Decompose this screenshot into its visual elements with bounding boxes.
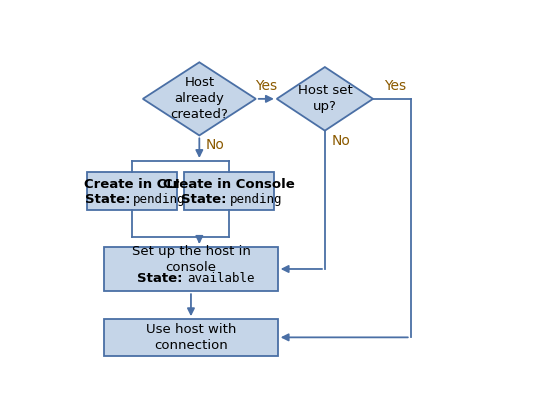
Text: pending: pending	[133, 192, 186, 206]
Text: No: No	[206, 138, 225, 152]
Text: Host set
up?: Host set up?	[298, 84, 352, 113]
Polygon shape	[143, 62, 256, 135]
FancyBboxPatch shape	[87, 172, 177, 210]
FancyBboxPatch shape	[104, 247, 278, 291]
Text: Host
already
created?: Host already created?	[171, 76, 228, 121]
Text: State:: State:	[181, 192, 227, 206]
Text: Create in CLI: Create in CLI	[84, 178, 180, 190]
Text: Set up the host in
console: Set up the host in console	[132, 245, 251, 274]
Text: State:: State:	[137, 272, 183, 285]
Text: State:: State:	[85, 192, 130, 206]
Text: Yes: Yes	[255, 79, 278, 93]
FancyBboxPatch shape	[184, 172, 274, 210]
Polygon shape	[277, 67, 373, 131]
Text: Use host with
connection: Use host with connection	[146, 323, 236, 352]
FancyBboxPatch shape	[104, 319, 278, 356]
Text: pending: pending	[230, 192, 282, 206]
Text: Create in Console: Create in Console	[163, 178, 294, 190]
Text: No: No	[331, 134, 350, 148]
Text: available: available	[187, 272, 254, 285]
Text: Yes: Yes	[384, 79, 407, 93]
